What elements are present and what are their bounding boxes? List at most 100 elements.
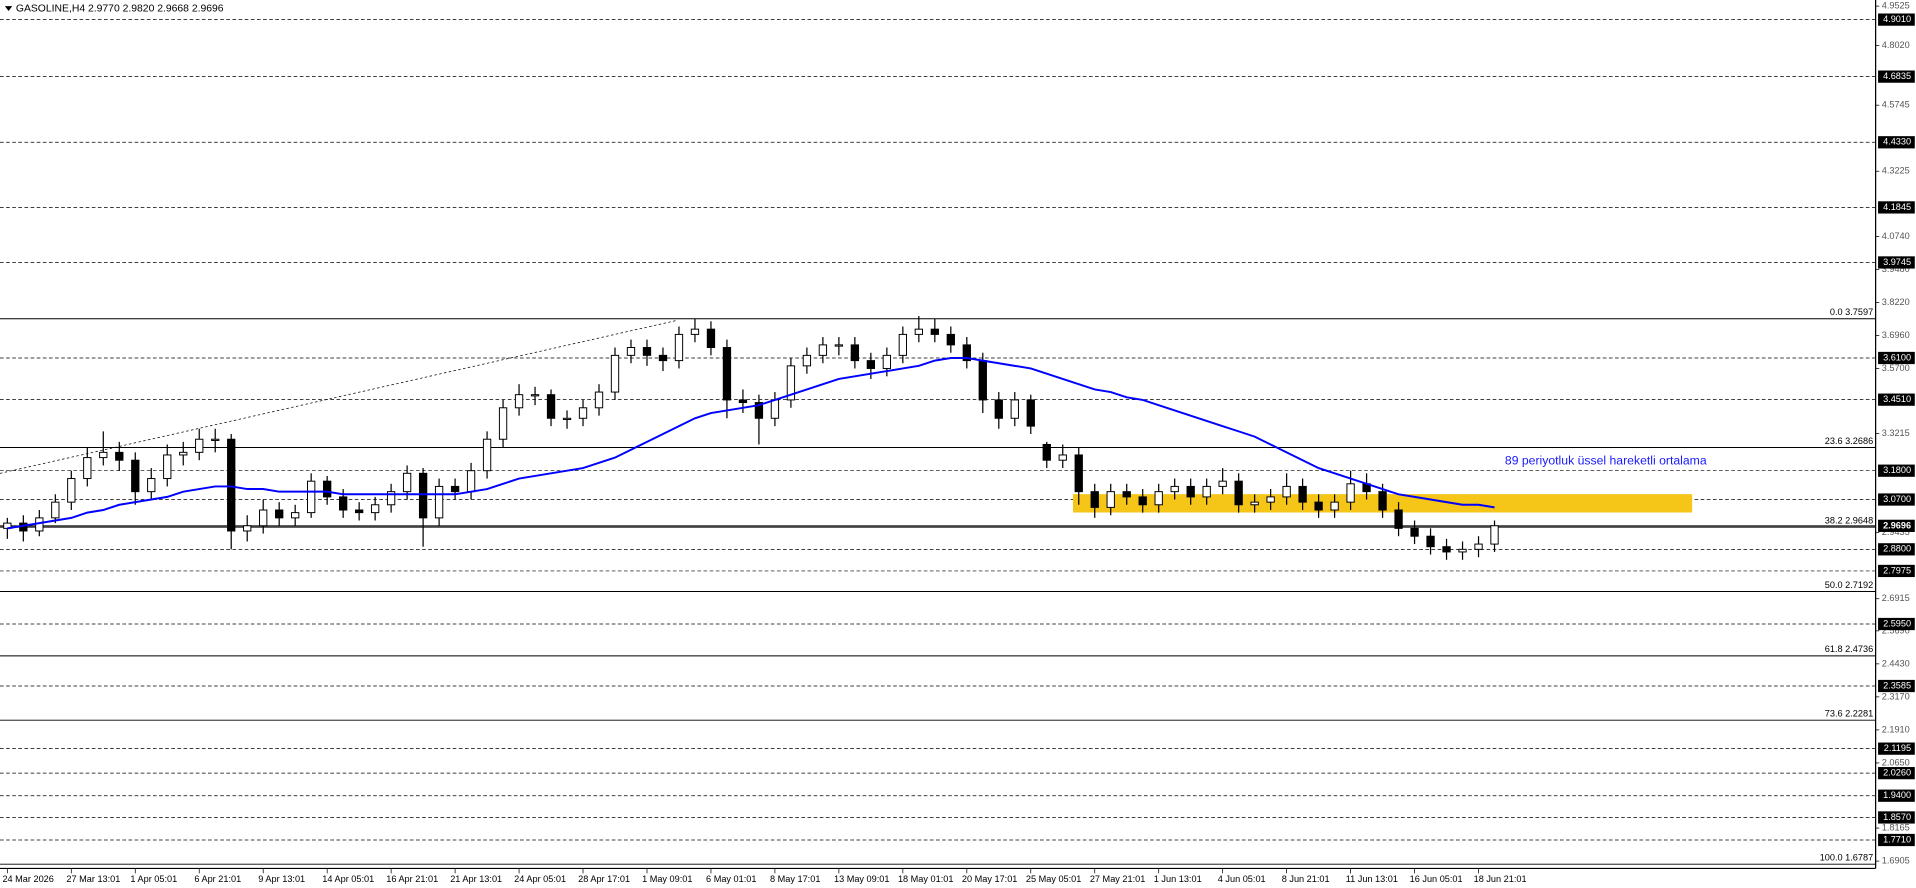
y-tick-label: 3.6960 [1882, 330, 1910, 340]
fib-label: 23.6 3.2686 [1825, 436, 1873, 446]
candle-body [1490, 525, 1499, 545]
candle-body [530, 394, 540, 397]
candle-body [131, 459, 140, 493]
candle-body [1058, 454, 1067, 461]
candle-body [994, 399, 1003, 419]
candle-body [466, 470, 476, 493]
candle-body [307, 480, 316, 514]
y-tick-label: 4.3225 [1882, 166, 1910, 176]
candle-body [1234, 480, 1243, 506]
level-label-box [1878, 811, 1915, 824]
candle-body [1330, 501, 1339, 511]
candle-body [1202, 485, 1211, 498]
y-tick-label: 3.5700 [1882, 363, 1910, 373]
candle-body [323, 480, 332, 498]
x-tick-label: 4 Jun 05:01 [1218, 874, 1266, 884]
candle-body [1474, 543, 1483, 550]
candle-body [370, 504, 380, 514]
candle-body [259, 509, 268, 527]
candle-body [962, 344, 971, 362]
candle-body [498, 407, 508, 440]
candle-body [546, 394, 556, 419]
candle-body [770, 399, 780, 419]
level-label: 2.1195 [1884, 743, 1911, 753]
chart-title: GASOLINE,H4 2.9770 2.9820 2.9668 2.9696 [16, 3, 224, 14]
fib-label: 61.8 2.4736 [1825, 644, 1873, 654]
level-label-box [1878, 493, 1915, 506]
x-tick-label: 25 May 05:01 [1026, 874, 1081, 884]
level-label: 2.3585 [1883, 680, 1911, 690]
level-label-box [1878, 136, 1915, 149]
ema-line [7, 357, 1495, 530]
candle-body [514, 394, 524, 409]
level-label: 1.7710 [1883, 834, 1911, 844]
x-tick-label: 1 Apr 05:01 [130, 874, 177, 884]
candle-body [67, 478, 76, 503]
trend-line [0, 320, 677, 474]
y-tick-label: 2.6915 [1882, 593, 1910, 603]
candle-body [275, 509, 284, 519]
x-tick-label: 24 Apr 05:01 [514, 874, 566, 884]
y-tick-label: 4.5745 [1882, 100, 1910, 110]
x-tick-label: 18 May 01:01 [898, 874, 953, 884]
y-tick-label: 1.6905 [1882, 856, 1910, 866]
candle-body [1122, 491, 1131, 498]
y-tick-label: 4.8020 [1882, 40, 1910, 50]
x-tick-label: 6 May 01:01 [706, 874, 756, 884]
candle-body [1090, 491, 1099, 508]
level-label-box [1878, 256, 1915, 269]
y-tick-label: 3.3215 [1882, 428, 1910, 438]
x-tick-label: 11 Jun 13:01 [1346, 874, 1398, 884]
annotation: 89 periyotluk üssel hareketli ortalama [1505, 453, 1707, 467]
x-tick-label: 13 May 09:01 [834, 874, 889, 884]
menu-arrow [4, 6, 13, 12]
candle-body [1442, 546, 1451, 553]
x-tick-label: 24 Mar 2026 [2, 874, 53, 884]
candle-body [1074, 454, 1083, 493]
x-tick-label: 1 Jun 13:01 [1154, 874, 1202, 884]
y-tick-label: 3.9480 [1882, 264, 1910, 274]
candle-body [914, 328, 923, 335]
candle-body [450, 485, 460, 493]
level-label: 1.9400 [1883, 790, 1911, 800]
candle-body [99, 451, 108, 459]
x-tick-label: 20 May 17:01 [962, 874, 1017, 884]
level-label-box [1878, 543, 1915, 556]
fib-label: 50.0 2.7192 [1825, 580, 1873, 590]
level-label-box [1878, 742, 1915, 755]
x-tick-label: 8 May 17:01 [770, 874, 820, 884]
candle-body [1410, 527, 1419, 537]
x-tick-label: 16 Jun 05:01 [1410, 874, 1463, 884]
candle-body [690, 328, 700, 335]
y-tick-label: 3.8220 [1882, 297, 1910, 307]
level-label-box [1878, 833, 1915, 847]
level-label-box [1878, 393, 1915, 406]
level-label: 4.9010 [1883, 14, 1911, 24]
fib-label: 73.6 2.2281 [1825, 708, 1873, 718]
y-tick-label: 2.4430 [1882, 658, 1910, 668]
candle-body [243, 525, 252, 532]
x-tick-label: 21 Apr 13:01 [450, 874, 502, 884]
fib-label: 0.0 3.7597 [1830, 307, 1873, 317]
candle-body [738, 399, 748, 404]
y-tick-label: 2.9435 [1882, 527, 1910, 537]
level-label-box [1878, 201, 1915, 214]
y-tick-label: 4.9525 [1882, 1, 1910, 11]
candle-body [1426, 535, 1435, 548]
candle-body [786, 365, 796, 401]
candle-body [1458, 548, 1467, 553]
level-label: 3.4510 [1883, 394, 1911, 404]
candle-body [610, 354, 620, 393]
candle-body [1138, 496, 1147, 506]
level-label: 2.0260 [1883, 768, 1911, 778]
candle-body [179, 451, 188, 456]
candle-body [1186, 485, 1195, 498]
candle-body [1010, 399, 1019, 419]
candle-body [882, 354, 892, 369]
x-tick-label: 28 Apr 17:01 [578, 874, 630, 884]
level-label-box [1878, 13, 1915, 26]
y-tick-label: 4.0740 [1882, 231, 1910, 241]
level-label: 1.8570 [1883, 812, 1911, 822]
level-label-box [1878, 767, 1915, 780]
